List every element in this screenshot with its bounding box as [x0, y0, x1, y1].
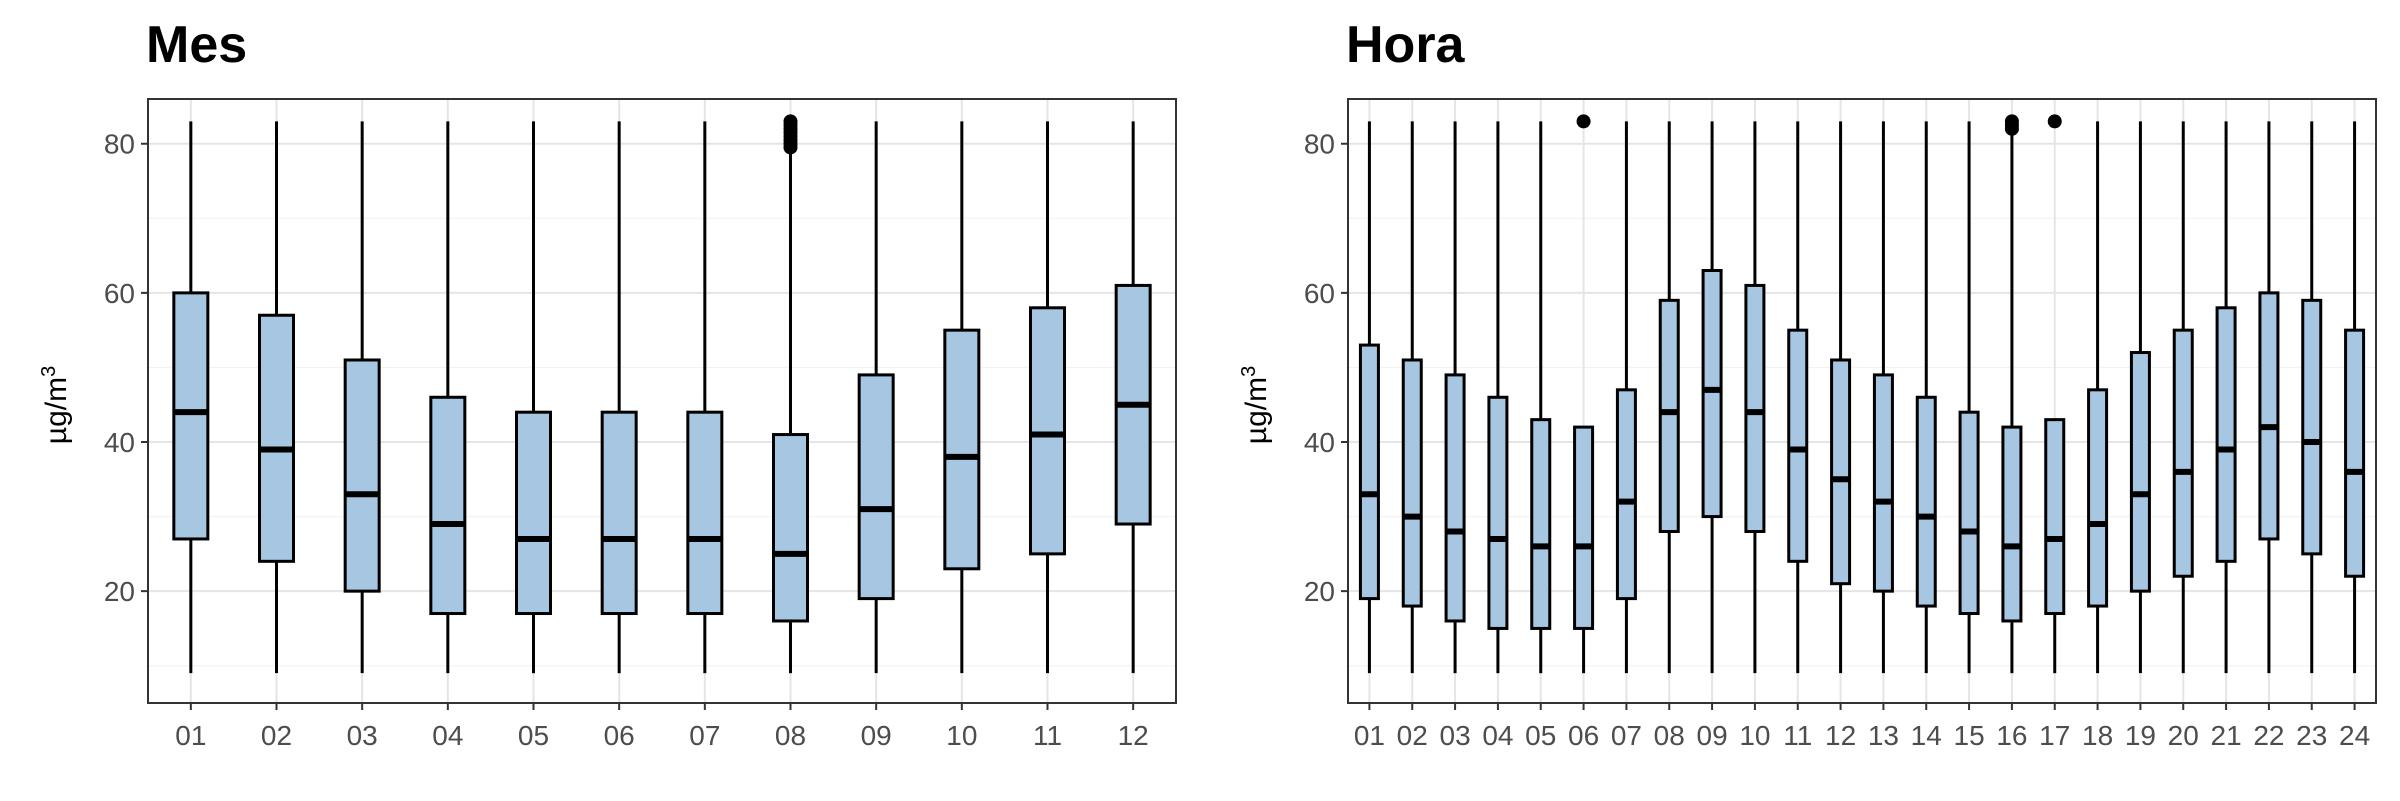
x-tick-label: 11	[1033, 720, 1062, 751]
y-axis-label-hora: µg/m3	[1238, 366, 1273, 444]
outlier-point	[1576, 114, 1591, 129]
x-tick-label: 03	[347, 720, 378, 751]
box-17	[2044, 418, 2066, 616]
x-tick-label: 13	[1868, 720, 1899, 751]
box-16	[2001, 425, 2023, 623]
box-22	[2258, 291, 2280, 541]
x-tick-label: 02	[1397, 720, 1428, 751]
box-13	[1872, 373, 1894, 593]
box-07	[686, 410, 724, 616]
y-tick-label: 40	[1304, 427, 1335, 458]
x-tick-label: 12	[1118, 720, 1149, 751]
y-tick-label: 20	[104, 576, 135, 607]
box-06	[1573, 425, 1595, 630]
box-02	[1401, 358, 1423, 608]
box-09	[1701, 269, 1723, 519]
outlier-point	[2004, 114, 2019, 129]
box-21	[2215, 306, 2237, 563]
box-09	[857, 373, 895, 601]
x-tick-label: 02	[261, 720, 292, 751]
x-tick-label: 01	[175, 720, 206, 751]
x-tick-label: 08	[775, 720, 806, 751]
box-08	[1658, 298, 1680, 533]
plot-area-mes: 20 40 60 80 01 02 03 04 05 06 07 08 09 10 11 12	[104, 98, 1177, 751]
box-14	[1915, 395, 1937, 608]
box-01	[172, 291, 210, 541]
panel-title-hora: Hora	[1346, 16, 1466, 74]
x-tick-label: 09	[861, 720, 892, 751]
box-12	[1830, 358, 1852, 586]
x-tick-label: 04	[1482, 720, 1513, 751]
box-07	[1615, 388, 1637, 601]
x-tick-label: 19	[2125, 720, 2156, 751]
y-tick-label: 60	[1304, 278, 1335, 309]
y-axis-label-mes: µg/m3	[38, 366, 73, 444]
x-tick-label: 07	[689, 720, 720, 751]
x-tick-label: 14	[1911, 720, 1942, 751]
x-tick-label: 10	[1739, 720, 1770, 751]
box-11	[1787, 328, 1809, 563]
x-tick-label: 03	[1440, 720, 1471, 751]
panel-title-mes: Mes	[146, 16, 247, 74]
box-10	[1744, 283, 1766, 533]
y-tick-label: 60	[104, 278, 135, 309]
x-tick-label: 22	[2253, 720, 2284, 751]
panel-mes: Mes µg/m3 20 40 60 80 01 02 03 04 05 06 07 08 09 10 11…	[38, 16, 1177, 751]
panel-border	[147, 98, 1177, 704]
x-tick-label: 05	[1525, 720, 1556, 751]
x-tick-label: 10	[946, 720, 977, 751]
x-tick-label: 09	[1697, 720, 1728, 751]
box-03	[1444, 373, 1466, 623]
x-tick-label: 17	[2039, 720, 2070, 751]
box-15	[1958, 410, 1980, 616]
x-tick-label: 01	[1354, 720, 1385, 751]
panel-hora: Hora µg/m3 20 40 60 80 01 02 03 04 05 06 07 08 09 10 1…	[1238, 16, 2377, 751]
plot-area-hora: 20 40 60 80 01 02 03 04 05 06 07 08 09 10 11 12 13 14 15 16…	[1304, 98, 2377, 751]
x-tick-label: 20	[2168, 720, 2199, 751]
box-01	[1358, 343, 1380, 601]
box-20	[2172, 328, 2194, 578]
x-tick-label: 05	[518, 720, 549, 751]
box-11	[1029, 306, 1066, 556]
x-tick-label: 24	[2339, 720, 2370, 751]
x-tick-label: 06	[1568, 720, 1599, 751]
outlier-point	[2047, 114, 2062, 129]
y-tick-label: 80	[1304, 129, 1335, 160]
box-08	[772, 433, 809, 623]
x-tick-label: 04	[432, 720, 463, 751]
x-tick-label: 16	[1996, 720, 2027, 751]
box-24	[2344, 328, 2366, 578]
box-05	[1530, 418, 1552, 630]
box-05	[515, 410, 552, 616]
box-04	[1487, 395, 1509, 630]
box-06	[600, 410, 638, 616]
x-tick-label: 18	[2082, 720, 2113, 751]
x-tick-label: 07	[1611, 720, 1642, 751]
x-tick-label: 08	[1654, 720, 1685, 751]
box-10	[943, 328, 981, 571]
x-tick-label: 23	[2296, 720, 2327, 751]
box-04	[429, 395, 467, 616]
box-19	[2129, 351, 2151, 593]
box-23	[2301, 298, 2323, 556]
outlier-point	[783, 114, 798, 129]
box-02	[258, 313, 295, 563]
x-tick-label: 06	[604, 720, 635, 751]
y-tick-label: 40	[104, 427, 135, 458]
box-18	[2087, 388, 2109, 608]
x-tick-label: 21	[2211, 720, 2242, 751]
x-tick-label: 12	[1825, 720, 1856, 751]
box-03	[343, 358, 381, 593]
x-tick-label: 15	[1954, 720, 1985, 751]
y-tick-label: 80	[104, 129, 135, 160]
x-tick-label: 11	[1783, 720, 1812, 751]
y-tick-label: 20	[1304, 576, 1335, 607]
panel-border	[1347, 98, 2377, 704]
